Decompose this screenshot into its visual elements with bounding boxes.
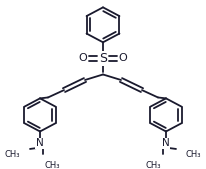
Text: O: O bbox=[119, 53, 127, 63]
Text: S: S bbox=[99, 52, 107, 65]
Text: CH₃: CH₃ bbox=[186, 150, 201, 159]
Text: N: N bbox=[162, 138, 170, 148]
Text: CH₃: CH₃ bbox=[145, 161, 161, 169]
Text: N: N bbox=[36, 138, 44, 148]
Text: O: O bbox=[79, 53, 87, 63]
Text: CH₃: CH₃ bbox=[5, 150, 20, 159]
Text: CH₃: CH₃ bbox=[45, 161, 61, 169]
